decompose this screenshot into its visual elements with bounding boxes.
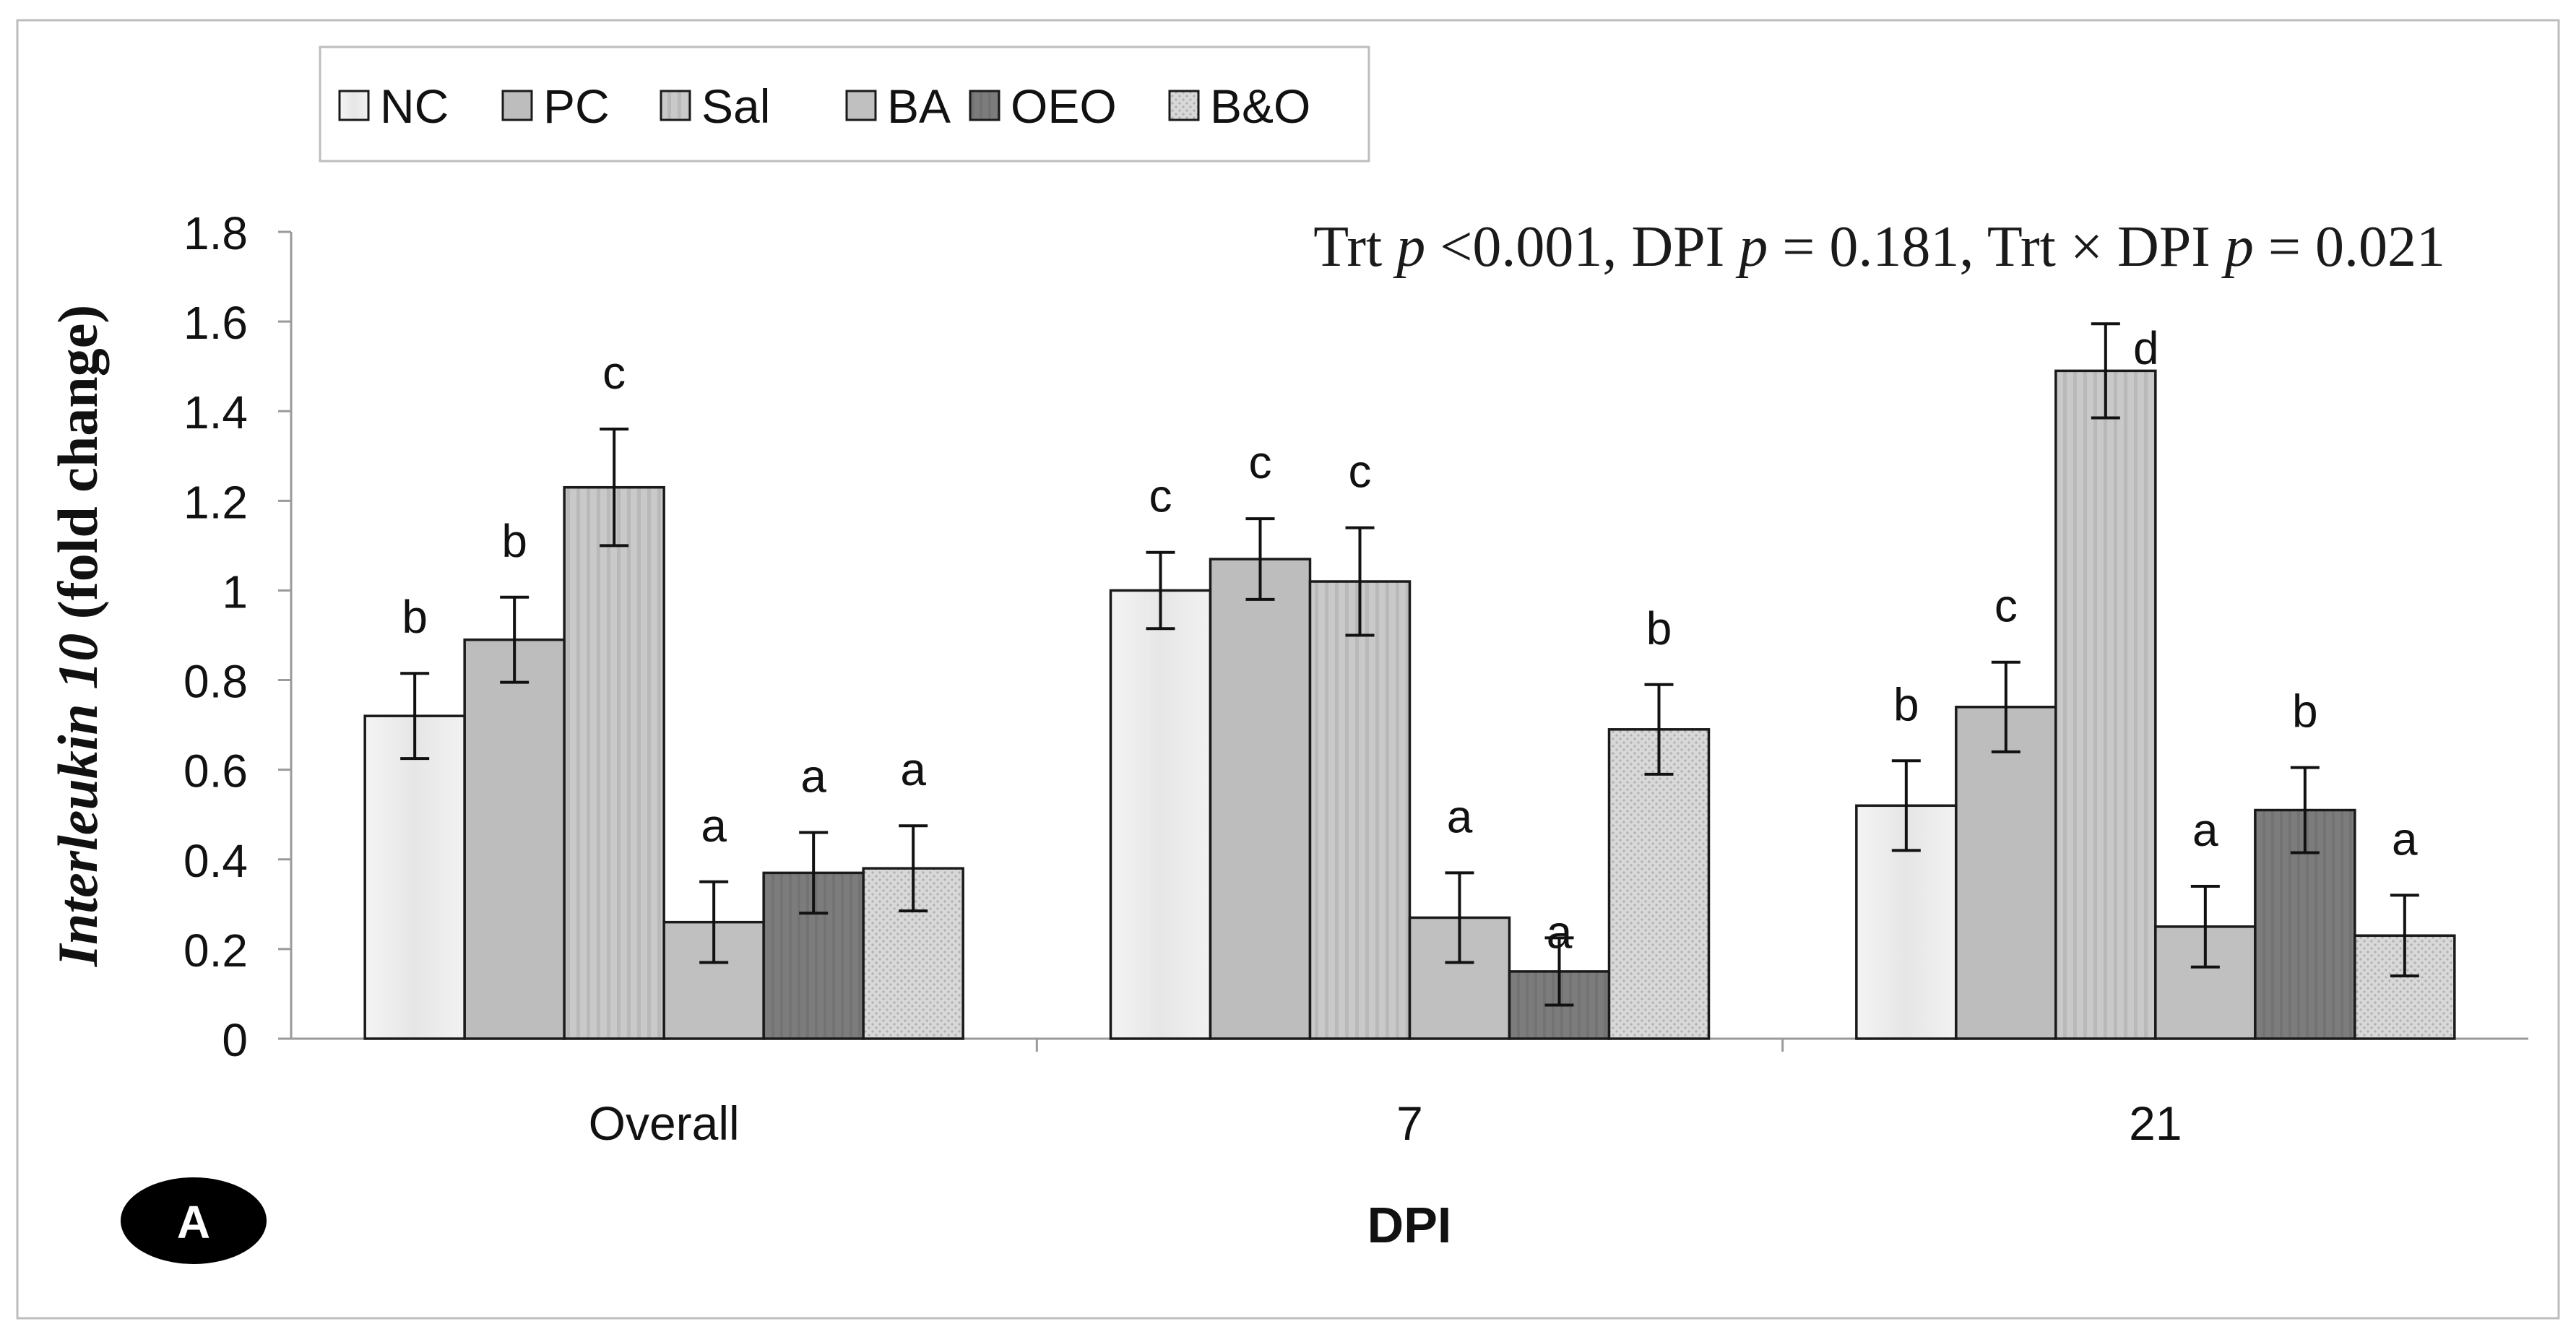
x-axis-label: DPI (1367, 1197, 1452, 1253)
plot-area: b b c a a a c c c a a b b c d a b a (363, 322, 2456, 1040)
bar-pc-overall (463, 638, 566, 1040)
significance-letter: b (501, 515, 527, 567)
significance-letter: a (900, 743, 926, 795)
x-tick-label: Overall (589, 1096, 740, 1150)
significance-letter: b (1893, 678, 1919, 730)
y-tick-label: 1.8 (183, 207, 248, 259)
significance-letter: d (2133, 322, 2159, 374)
stats-annotation: Trt p <0.001, DPI p = 0.181, Trt × DPI p… (1313, 215, 2445, 279)
y-tick-label: 0.6 (183, 745, 248, 797)
bar-nc-7 (1109, 589, 1212, 1040)
y-tick-label: 1.4 (183, 386, 248, 438)
legend: NC PC Sal BA OEO B&O (319, 46, 1370, 163)
legend-label: OEO (1011, 79, 1117, 133)
legend-label: NC (380, 79, 449, 133)
x-tick-label: 21 (2129, 1096, 2182, 1150)
significance-letter: a (2392, 813, 2418, 865)
y-tick-label: 0 (222, 1014, 248, 1066)
legend-items: NC PC Sal BA OEO B&O (338, 79, 1310, 133)
significance-letter: a (701, 800, 727, 852)
legend-label: Sal (701, 79, 770, 133)
y-tick-label: 1.6 (183, 297, 248, 349)
y-axis-label-rest: (fold change) (46, 305, 109, 633)
legend-label: PC (543, 79, 610, 133)
bar-nc-overall (363, 714, 466, 1040)
legend-label: BA (887, 79, 951, 133)
bar-sal-7 (1308, 580, 1412, 1040)
significance-letter: a (2192, 804, 2218, 856)
significance-letter: b (402, 591, 428, 643)
panel-badge-ellipse (121, 1177, 267, 1264)
legend-swatch-sal (660, 90, 691, 121)
legend-swatch-nc (338, 90, 370, 121)
bar-pc-7 (1209, 558, 1312, 1040)
significance-letter: b (1646, 602, 1672, 654)
panel-label: A (177, 1196, 210, 1248)
annotation-part: p (1735, 215, 1768, 279)
y-axis-label: Interleukin 10 (fold change) (46, 305, 109, 968)
legend-label: B&O (1210, 79, 1310, 133)
significance-letter: a (1447, 790, 1473, 842)
y-tick-label: 0.8 (183, 656, 248, 708)
significance-letter: c (1349, 446, 1372, 498)
annotation-part: = 0.181, Trt × DPI (1768, 215, 2225, 279)
annotation-part: <0.001, DPI (1425, 215, 1739, 279)
significance-letter: a (1547, 906, 1573, 958)
y-axis-label-italic: Interleukin 10 (46, 633, 109, 968)
annotation-part: Trt (1313, 215, 1396, 279)
y-tick-label: 1 (222, 566, 248, 618)
bar-bo-7 (1607, 728, 1711, 1040)
annotation-part: p (2221, 215, 2254, 279)
annotation-part: p (1393, 215, 1425, 279)
bar-pc-21 (1955, 706, 2057, 1040)
x-tick-label: 7 (1396, 1096, 1423, 1150)
y-tick-label: 0.2 (183, 925, 248, 977)
legend-swatch-pc (501, 90, 533, 121)
panel-badge: A (121, 1177, 267, 1264)
y-axis: 0 0.2 0.4 0.6 0.8 1 1.2 1.4 1.6 1.8 (183, 207, 293, 1066)
significance-letter: a (800, 750, 826, 802)
y-tick-label: 1.2 (183, 476, 248, 528)
legend-swatch-bo (1168, 90, 1200, 121)
annotation-part: = 0.021 (2254, 215, 2445, 279)
legend-swatch-ba (845, 90, 877, 121)
legend-swatch-oeo (969, 90, 1000, 121)
significance-letter: c (602, 347, 626, 399)
bar-sal-overall (563, 485, 665, 1040)
y-tick-label: 0.4 (183, 835, 248, 887)
bar-sal-21 (2054, 369, 2157, 1040)
significance-letter: c (1149, 470, 1172, 522)
significance-letter: b (2292, 685, 2318, 737)
significance-letter: c (1249, 436, 1272, 488)
significance-letter: c (1994, 580, 2018, 632)
